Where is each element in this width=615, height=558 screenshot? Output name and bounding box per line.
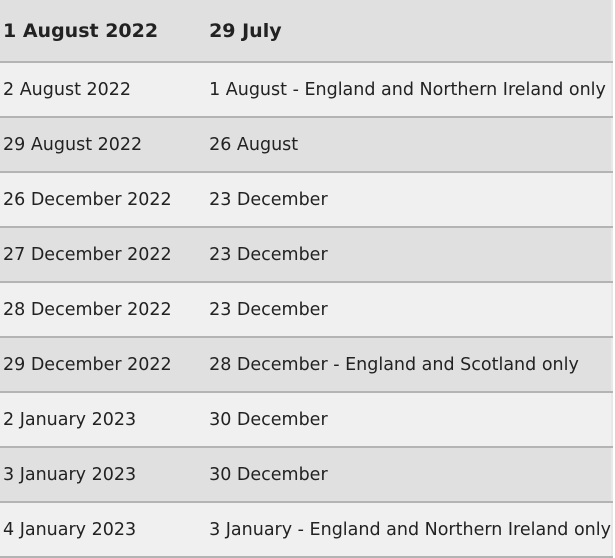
note-cell: 3 January - England and Northern Ireland…: [209, 519, 611, 540]
table-row: 26 December 2022 23 December: [0, 172, 612, 227]
table-header-row: 1 August 2022 29 July: [0, 0, 612, 62]
date-cell: 2 January 2023: [3, 409, 137, 430]
note-cell: 30 December: [209, 409, 328, 430]
date-cell: 28 December 2022: [3, 299, 172, 320]
table-row: 28 December 2022 23 December: [0, 282, 612, 337]
date-cell: 26 December 2022: [3, 189, 172, 210]
date-cell: 2 August 2022: [3, 79, 132, 100]
header-cell-1: 1 August 2022: [0, 0, 210, 62]
note-cell: 23 December: [209, 244, 328, 265]
date-cell: 3 January 2023: [3, 464, 137, 485]
note-cell: 1 August - England and Northern Ireland …: [209, 79, 606, 100]
table-row: 29 August 2022 26 August: [0, 117, 612, 172]
table-row: 29 December 2022 28 December - England an…: [0, 337, 612, 392]
table-row: 3 January 2023 30 December: [0, 447, 612, 502]
table-row: 2 August 2022 1 August - England and Nort…: [0, 62, 612, 117]
note-cell: 26 August: [209, 134, 299, 155]
table-row: 27 December 2022 23 December: [0, 227, 612, 282]
date-cell: 4 January 2023: [3, 519, 137, 540]
date-cell: 27 December 2022: [3, 244, 172, 265]
note-cell: 23 December: [209, 189, 328, 210]
table-row: 4 January 2023 3 January - England and No…: [0, 502, 612, 557]
note-cell: 23 December: [209, 299, 328, 320]
date-cell: 29 December 2022: [3, 354, 172, 375]
note-cell: 30 December: [209, 464, 328, 485]
header-cell-2: 29 July: [209, 0, 612, 62]
note-cell: 28 December - England and Scotland only: [209, 354, 579, 375]
date-cell: 29 August 2022: [3, 134, 143, 155]
table-row: 2 January 2023 30 December: [0, 392, 612, 447]
